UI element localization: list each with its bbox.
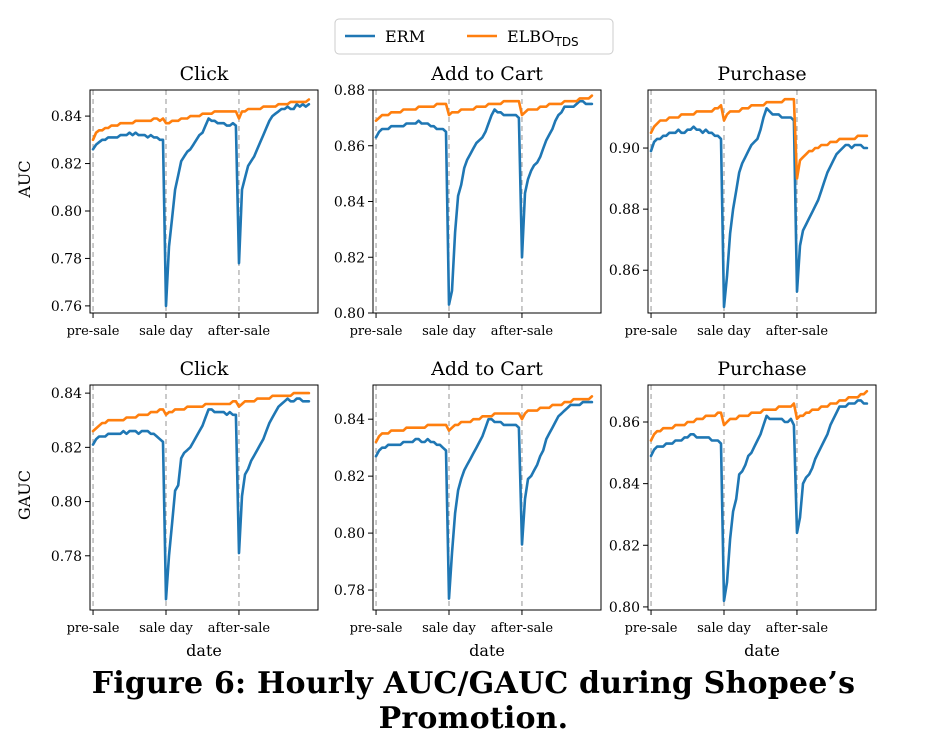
y-tick-label: 0.80 — [334, 526, 365, 542]
panel-title: Add to Cart — [430, 358, 543, 380]
x-axis-label: date — [744, 641, 780, 660]
y-tick-label: 0.82 — [51, 440, 82, 456]
y-tick-label: 0.80 — [51, 495, 82, 511]
series-line-erm — [374, 400, 594, 600]
panel-title: Purchase — [717, 358, 806, 380]
series-line-elbo — [91, 391, 311, 433]
x-tick-label: pre-sale — [625, 324, 678, 339]
x-tick-label: after-sale — [208, 324, 271, 339]
axes-frame — [647, 89, 877, 314]
axes-frame — [89, 384, 319, 611]
series-line-erm — [649, 399, 869, 603]
x-tick-label: pre-sale — [67, 324, 120, 339]
chart-panel-1-0: Click 0.78 0.80 0.82 0.84 pre-sale sale day aft… — [51, 358, 319, 660]
series-line-elbo — [91, 98, 311, 142]
panel-title: Click — [180, 63, 229, 85]
y-tick-label: 0.78 — [334, 583, 365, 599]
y-tick-label: 0.82 — [51, 157, 82, 173]
y-tick-label: 0.84 — [51, 109, 82, 125]
x-tick-label: after-sale — [491, 324, 554, 339]
y-tick-label: 0.90 — [609, 141, 640, 157]
x-tick-label: sale day — [422, 324, 476, 339]
chart-panel-1-1: Add to Cart 0.78 0.80 0.82 0.84 pre-sale sale … — [334, 358, 602, 660]
x-tick-label: sale day — [139, 324, 193, 339]
chart-panel-0-0: Click 0.76 0.78 0.80 0.82 0.84 pre-sale sale da… — [51, 63, 319, 339]
chart-panel-1-2: Purchase 0.80 0.82 0.84 0.86 pre-sale sale day… — [609, 358, 877, 660]
x-tick-label: after-sale — [208, 621, 271, 636]
x-tick-label: pre-sale — [350, 324, 403, 339]
y-tick-label: 0.78 — [51, 251, 82, 267]
x-tick-label: pre-sale — [350, 621, 403, 636]
series-line-elbo — [374, 395, 594, 444]
legend-elbo-subscript: TDS — [553, 35, 578, 49]
row-ylabel-gauc: GAUC — [15, 470, 34, 520]
y-tick-label: 0.80 — [334, 306, 365, 322]
figure-caption: Figure 6: Hourly AUC/GAUC during Shopee’… — [91, 666, 856, 736]
legend-elbo-base: ELBO — [507, 27, 554, 46]
y-tick-label: 0.82 — [334, 469, 365, 485]
chart-panel-0-1: Add to Cart 0.80 0.82 0.84 0.86 0.88 pre-sale s… — [334, 63, 602, 339]
series-line-elbo — [374, 94, 594, 122]
series-line-elbo — [649, 389, 869, 442]
y-tick-label: 0.84 — [334, 412, 365, 428]
y-tick-label: 0.86 — [609, 263, 640, 279]
legend-elbo-label: ELBOTDS — [507, 27, 579, 49]
y-tick-label: 0.82 — [334, 250, 365, 266]
x-tick-label: sale day — [139, 621, 193, 636]
x-axis-label: date — [186, 641, 222, 660]
x-tick-label: pre-sale — [625, 621, 678, 636]
y-tick-label: 0.86 — [609, 415, 640, 431]
x-tick-label: pre-sale — [67, 621, 120, 636]
x-axis-label: date — [469, 641, 505, 660]
chart-panels: Click 0.76 0.78 0.80 0.82 0.84 pre-sale sale da… — [51, 63, 877, 660]
y-tick-label: 0.82 — [609, 538, 640, 554]
axes-frame — [89, 89, 319, 314]
panel-title: Click — [180, 358, 229, 380]
y-tick-label: 0.84 — [334, 195, 365, 211]
series-line-elbo — [649, 97, 869, 180]
series-line-erm — [649, 107, 869, 309]
x-tick-label: after-sale — [766, 324, 829, 339]
x-tick-label: after-sale — [766, 621, 829, 636]
axes-frame — [372, 384, 602, 611]
series-line-erm — [91, 397, 311, 601]
y-tick-label: 0.76 — [51, 299, 82, 315]
y-tick-label: 0.88 — [609, 202, 640, 218]
figure-canvas: ERM ELBOTDS AUC GAUC Click 0.76 0.78 0.80 0.… — [15, 18, 877, 660]
x-tick-label: sale day — [697, 324, 751, 339]
y-tick-label: 0.88 — [334, 83, 365, 99]
panel-title: Add to Cart — [430, 63, 543, 85]
panel-title: Purchase — [717, 63, 806, 85]
legend-erm-label: ERM — [385, 27, 425, 46]
y-tick-label: 0.84 — [609, 477, 640, 493]
y-tick-label: 0.80 — [51, 204, 82, 220]
y-tick-label: 0.84 — [51, 386, 82, 402]
y-tick-label: 0.86 — [334, 139, 365, 155]
y-tick-label: 0.78 — [51, 549, 82, 565]
x-tick-label: after-sale — [491, 621, 554, 636]
legend: ERM ELBOTDS — [334, 18, 614, 55]
y-tick-label: 0.80 — [609, 600, 640, 616]
x-tick-label: sale day — [422, 621, 476, 636]
series-line-erm — [91, 102, 311, 308]
axes-frame — [647, 384, 877, 611]
chart-panel-0-2: Purchase 0.86 0.88 0.90 pre-sale sale day afte… — [609, 63, 877, 339]
row-ylabel-auc: AUC — [15, 160, 34, 198]
x-tick-label: sale day — [697, 621, 751, 636]
series-line-erm — [374, 99, 594, 306]
